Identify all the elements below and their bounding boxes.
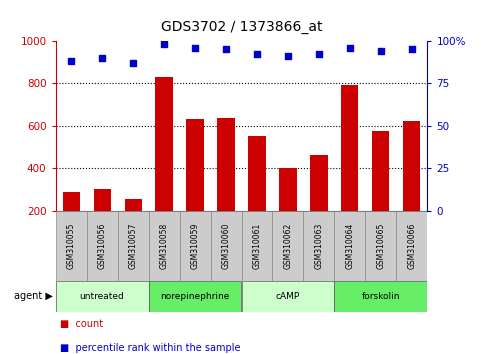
Text: GSM310066: GSM310066 (408, 223, 416, 269)
Text: cAMP: cAMP (276, 292, 300, 301)
Bar (94, 189, 111, 211)
Bar (117, 211, 149, 281)
Point (253, 51, 261, 57)
Text: GSM310061: GSM310061 (253, 223, 261, 269)
Bar (311, 155, 327, 211)
Bar (56, 281, 149, 312)
Bar (186, 119, 203, 211)
Text: norepinephrine: norepinephrine (160, 292, 230, 301)
Text: GDS3702 / 1373866_at: GDS3702 / 1373866_at (161, 21, 322, 34)
Bar (149, 211, 180, 281)
Text: GSM310058: GSM310058 (159, 223, 169, 269)
Bar (248, 136, 266, 211)
Bar (334, 281, 427, 312)
Text: GSM310055: GSM310055 (67, 223, 75, 269)
Bar (156, 77, 172, 211)
Bar (62, 192, 80, 211)
Text: GSM310065: GSM310065 (376, 223, 385, 269)
Text: ■  percentile rank within the sample: ■ percentile rank within the sample (60, 343, 241, 353)
Bar (242, 281, 334, 312)
Point (284, 53, 292, 59)
Bar (242, 211, 272, 281)
Bar (180, 211, 211, 281)
Point (67, 58, 75, 64)
Text: untreated: untreated (80, 292, 125, 301)
Bar (125, 199, 142, 211)
Bar (403, 121, 421, 211)
Text: GSM310060: GSM310060 (222, 223, 230, 269)
Bar (86, 211, 117, 281)
Bar (280, 168, 297, 211)
Bar (217, 118, 235, 211)
Bar (372, 131, 389, 211)
Point (315, 51, 323, 57)
Point (160, 41, 168, 47)
Text: GSM310062: GSM310062 (284, 223, 293, 269)
Bar (334, 211, 366, 281)
Bar (397, 211, 427, 281)
Text: ■  count: ■ count (60, 319, 103, 329)
Text: GSM310056: GSM310056 (98, 223, 107, 269)
Point (408, 46, 416, 52)
Point (98, 55, 106, 61)
Text: GSM310064: GSM310064 (345, 223, 355, 269)
Text: GSM310059: GSM310059 (190, 223, 199, 269)
Bar (272, 211, 303, 281)
Bar (56, 211, 86, 281)
Point (191, 45, 199, 50)
Text: forskolin: forskolin (362, 292, 400, 301)
Point (222, 46, 230, 52)
Bar (211, 211, 242, 281)
Point (129, 60, 137, 65)
Bar (366, 211, 397, 281)
Bar (341, 85, 358, 211)
Bar (303, 211, 334, 281)
Point (346, 45, 354, 50)
Text: agent ▶: agent ▶ (14, 291, 53, 302)
Text: GSM310063: GSM310063 (314, 223, 324, 269)
Text: GSM310057: GSM310057 (128, 223, 138, 269)
Bar (149, 281, 242, 312)
Point (377, 48, 385, 54)
